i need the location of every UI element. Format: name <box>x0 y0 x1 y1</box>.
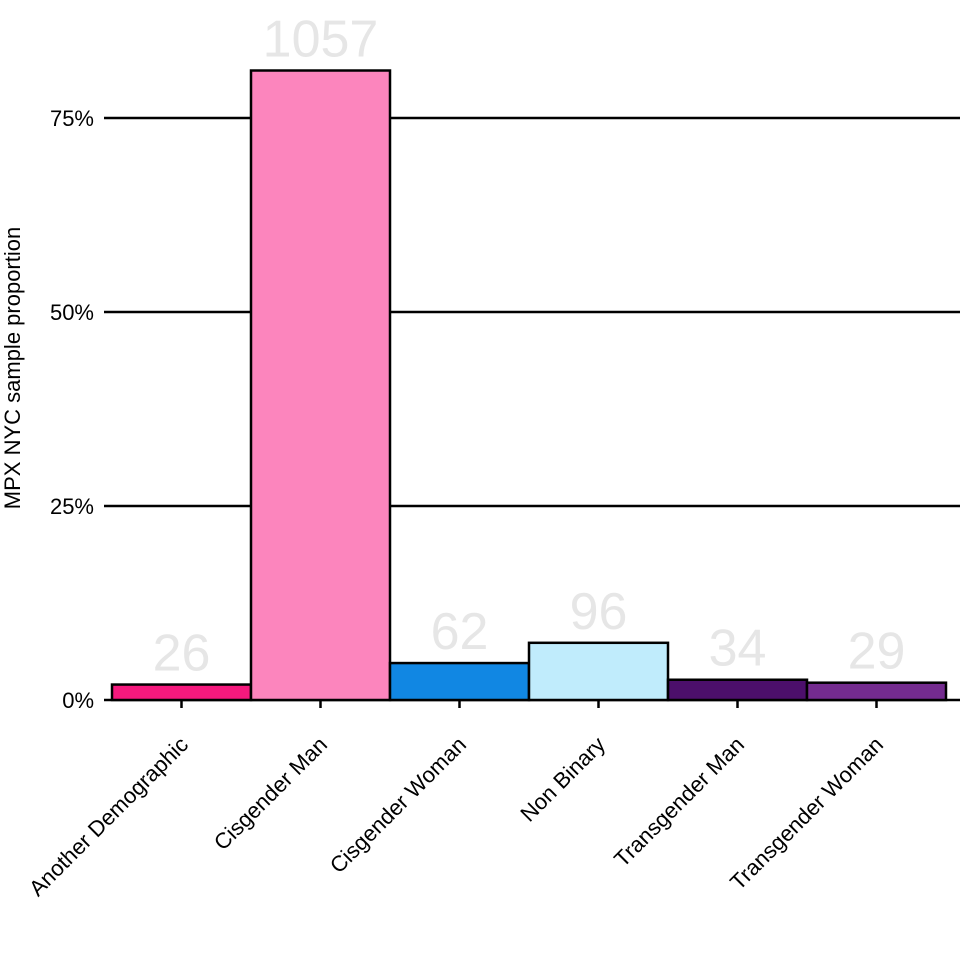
bar <box>249 69 392 702</box>
y-axis-title: MPX NYC sample proportion <box>0 227 25 509</box>
grid-lines <box>104 116 960 702</box>
bar <box>666 678 809 702</box>
x-tick-label: Another Demographic <box>24 732 193 901</box>
count-labels: 26 1057 62 96 34 29 <box>153 11 906 683</box>
x-tick-label: Cisgender Woman <box>325 732 471 878</box>
y-tick-label: 75% <box>50 106 94 131</box>
bar <box>388 661 531 702</box>
y-tick-label: 50% <box>50 300 94 325</box>
bar <box>805 681 948 702</box>
count-label: 26 <box>153 625 211 683</box>
x-tick-label: Non Binary <box>515 732 610 827</box>
count-label: 62 <box>431 603 489 661</box>
x-tick-label: Transgender Woman <box>725 732 888 895</box>
count-label: 34 <box>709 620 767 678</box>
x-tick-label: Cisgender Man <box>209 732 332 855</box>
y-tick-label: 25% <box>50 494 94 519</box>
count-label: 1057 <box>263 11 379 69</box>
count-label: 96 <box>570 583 628 641</box>
bar <box>110 683 253 702</box>
x-axis: Another Demographic Cisgender ManCisgende… <box>24 700 888 901</box>
y-axis: 0% 25% 50% 75% <box>50 106 94 713</box>
y-tick-label: 0% <box>62 688 94 713</box>
bar <box>527 641 670 702</box>
count-label: 29 <box>848 623 906 681</box>
x-tick-label: Transgender Man <box>609 732 749 872</box>
bars <box>110 69 948 702</box>
